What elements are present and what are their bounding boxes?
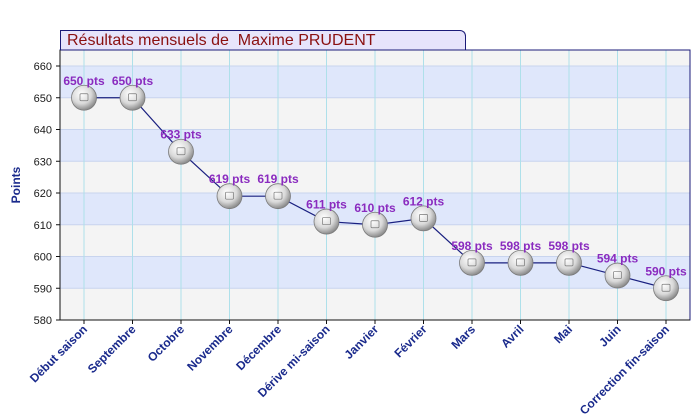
- y-tick-label: 610: [34, 220, 52, 232]
- data-point: [556, 249, 582, 276]
- data-point-marker: [216, 183, 243, 210]
- y-tick-label: 600: [34, 252, 52, 264]
- y-tick-label: 590: [34, 283, 52, 295]
- ball-emblem-icon: [516, 258, 525, 267]
- data-label: 619 pts: [209, 172, 251, 186]
- data-point: [362, 211, 388, 238]
- data-point-marker: [410, 205, 437, 232]
- y-tick-label: 650: [34, 93, 52, 105]
- data-point-marker: [507, 249, 534, 276]
- ball-emblem-icon: [370, 220, 380, 229]
- x-tick-label: Novembre: [184, 322, 236, 374]
- x-tick-label: Janvier: [342, 322, 382, 362]
- data-label: 650 pts: [63, 74, 105, 88]
- ball-emblem-icon: [564, 258, 574, 267]
- data-point: [410, 205, 437, 232]
- y-tick-label: 620: [34, 188, 52, 200]
- data-point-marker: [459, 249, 485, 276]
- data-point-marker: [313, 208, 340, 235]
- data-point: [459, 249, 485, 276]
- data-point: [119, 84, 146, 111]
- data-point: [265, 183, 291, 210]
- y-tick-label: 660: [34, 61, 52, 73]
- data-label: 611 pts: [306, 198, 347, 212]
- y-tick-label: 630: [34, 156, 52, 168]
- ball-emblem-icon: [79, 93, 89, 102]
- data-point: [71, 84, 97, 111]
- ball-emblem-icon: [613, 271, 622, 279]
- data-point: [604, 262, 631, 289]
- data-point: [313, 208, 340, 235]
- x-tick-label: Septembre: [85, 322, 139, 376]
- data-point-marker: [168, 138, 194, 165]
- data-point: [216, 183, 243, 210]
- data-label: 619 pts: [257, 172, 299, 186]
- data-point-marker: [362, 211, 388, 238]
- y-tick-label: 640: [34, 125, 52, 137]
- data-label: 590 pts: [645, 264, 687, 278]
- x-tick-label: Correction fin-saison: [577, 322, 672, 417]
- chart-title: Résultats mensuels de Maxime PRUDENT: [60, 30, 466, 50]
- data-label: 598 pts: [451, 239, 493, 253]
- ball-emblem-icon: [419, 214, 428, 222]
- plot-area: [59, 49, 691, 321]
- data-label: 650 pts: [112, 74, 154, 88]
- data-label: 598 pts: [548, 239, 590, 253]
- data-point-marker: [556, 249, 582, 276]
- data-label: 610 pts: [354, 201, 396, 215]
- data-label: 594 pts: [597, 252, 639, 266]
- x-tick-label: Juin: [596, 322, 623, 349]
- data-point-marker: [653, 275, 679, 302]
- x-tick-label: Début saison: [27, 322, 90, 385]
- y-tick-label: 580: [34, 315, 52, 327]
- data-label: 633 pts: [160, 128, 202, 142]
- ball-emblem-icon: [467, 258, 477, 267]
- ball-emblem-icon: [322, 217, 331, 225]
- x-tick-label: Octobre: [145, 322, 188, 365]
- y-axis-label: Points: [9, 166, 23, 203]
- ball-emblem-icon: [273, 191, 283, 200]
- data-point: [168, 138, 194, 165]
- data-point: [653, 275, 679, 302]
- data-point-marker: [71, 84, 97, 111]
- x-tick-label: Avril: [498, 322, 526, 350]
- x-tick-label: Mai: [551, 322, 575, 346]
- data-point-marker: [119, 84, 146, 111]
- data-point: [507, 249, 534, 276]
- data-label: 598 pts: [500, 239, 542, 253]
- x-tick-label: Mars: [448, 322, 478, 352]
- ball-emblem-icon: [128, 93, 137, 102]
- ball-emblem-icon: [176, 147, 186, 156]
- data-label: 612 pts: [403, 194, 445, 208]
- ball-emblem-icon: [661, 283, 671, 292]
- data-point-marker: [604, 262, 631, 289]
- ball-emblem-icon: [225, 191, 234, 200]
- x-tick-label: Février: [391, 322, 429, 360]
- data-point-marker: [265, 183, 291, 210]
- x-tick-label: Décembre: [233, 322, 284, 373]
